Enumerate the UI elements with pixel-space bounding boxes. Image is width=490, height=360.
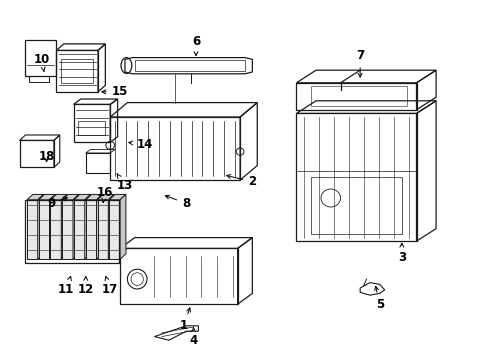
Polygon shape — [86, 194, 102, 200]
Text: 18: 18 — [38, 150, 55, 163]
Text: 10: 10 — [33, 53, 50, 72]
Polygon shape — [74, 194, 91, 200]
Text: 1: 1 — [180, 308, 191, 332]
Polygon shape — [62, 194, 79, 200]
Text: 12: 12 — [77, 276, 94, 296]
Text: 11: 11 — [58, 276, 74, 296]
Text: 8: 8 — [165, 195, 190, 210]
Polygon shape — [85, 194, 91, 259]
Polygon shape — [62, 200, 73, 259]
Polygon shape — [98, 194, 114, 200]
Polygon shape — [120, 194, 126, 259]
Polygon shape — [27, 194, 44, 200]
Text: 16: 16 — [97, 186, 114, 202]
Polygon shape — [49, 194, 55, 259]
Text: 14: 14 — [129, 138, 153, 150]
Text: 2: 2 — [227, 175, 256, 188]
Text: 17: 17 — [102, 276, 119, 296]
Text: 6: 6 — [192, 35, 200, 55]
Polygon shape — [39, 200, 49, 259]
Text: 3: 3 — [398, 243, 406, 264]
Polygon shape — [50, 200, 61, 259]
Text: 4: 4 — [190, 328, 197, 347]
Polygon shape — [27, 200, 38, 259]
Polygon shape — [61, 194, 67, 259]
Polygon shape — [38, 194, 44, 259]
Text: 13: 13 — [117, 174, 133, 192]
Polygon shape — [39, 194, 55, 200]
Text: 15: 15 — [102, 85, 128, 98]
Polygon shape — [74, 200, 85, 259]
Polygon shape — [86, 200, 97, 259]
Polygon shape — [73, 194, 79, 259]
Text: 5: 5 — [375, 286, 384, 311]
Polygon shape — [109, 200, 120, 259]
Polygon shape — [108, 194, 114, 259]
Polygon shape — [97, 194, 102, 259]
Text: 9: 9 — [48, 197, 68, 210]
Polygon shape — [109, 194, 126, 200]
Polygon shape — [50, 194, 67, 200]
Text: 7: 7 — [356, 49, 364, 77]
Polygon shape — [98, 200, 108, 259]
